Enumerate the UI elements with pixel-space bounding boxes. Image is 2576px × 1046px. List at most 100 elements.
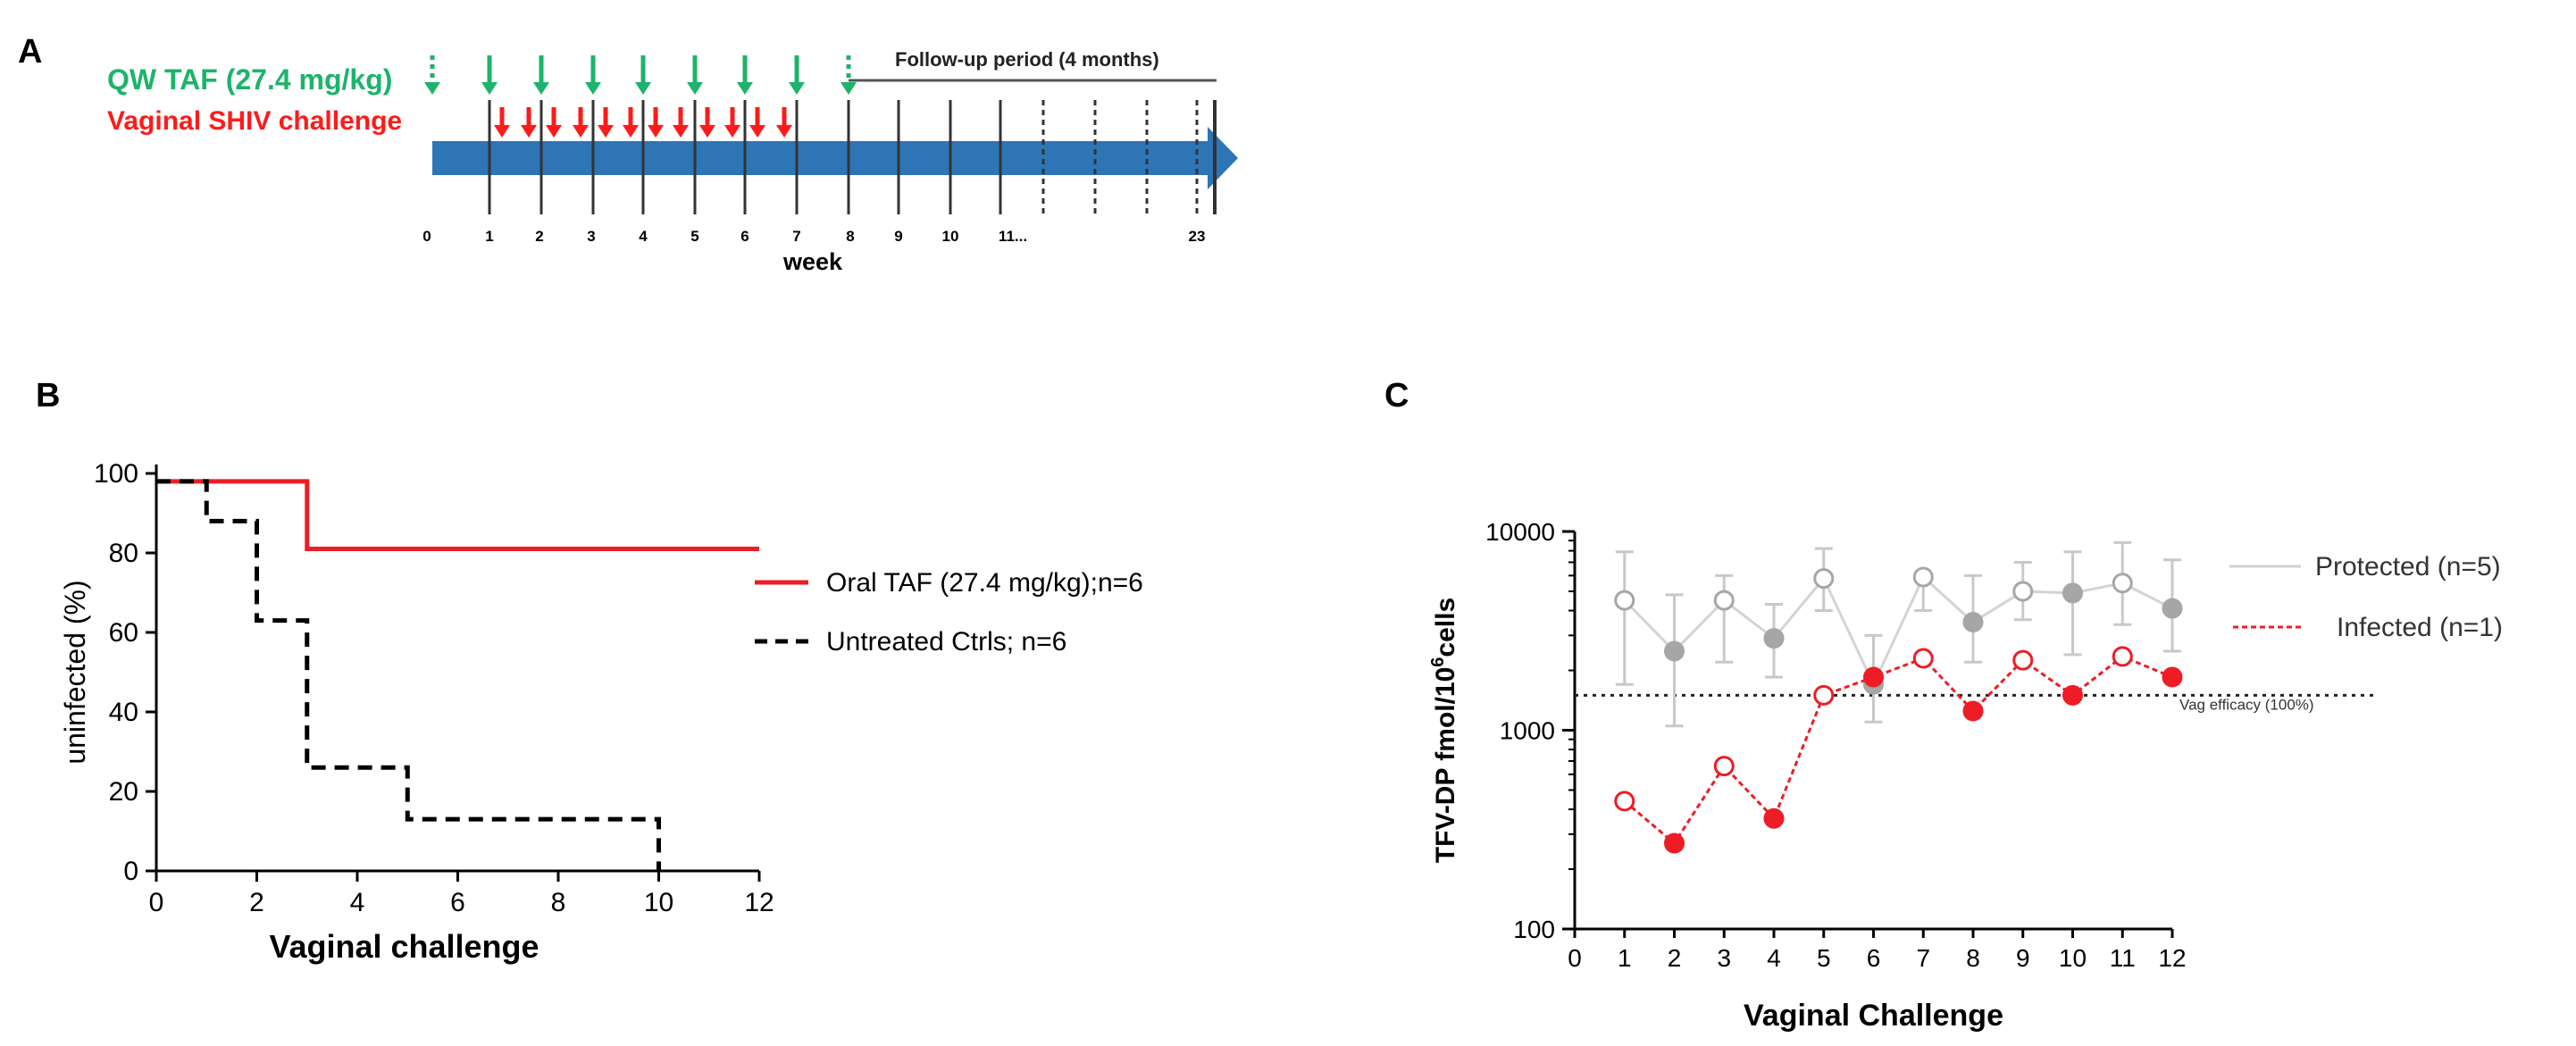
- x-tick-label: 0: [149, 888, 164, 917]
- data-point-infected: [1813, 684, 1835, 706]
- week-tick-label: 5: [690, 228, 698, 245]
- series-line: [156, 479, 661, 871]
- threshold-label: Vag efficacy (100%): [2179, 696, 2314, 713]
- week-tick-label: 8: [846, 228, 854, 245]
- data-point-protected: [1614, 590, 1635, 611]
- timeline-arrowhead: [1208, 127, 1238, 189]
- challenge-arrow-head: [724, 125, 740, 138]
- data-point-infected: [1912, 648, 1934, 669]
- legend-label: Protected (n=5): [2315, 552, 2501, 582]
- dose-arrow-head: [533, 82, 549, 95]
- y-axis-title-main: TFV-DP fmol/10: [1431, 667, 1460, 864]
- y-tick-label: 100: [1513, 916, 1555, 943]
- x-tick-label: 11: [2110, 944, 2136, 972]
- challenge-arrow-head: [648, 125, 664, 138]
- series-line: [156, 479, 759, 552]
- week-tick-label: 6: [740, 228, 749, 245]
- x-tick-label: 10: [644, 888, 673, 917]
- data-point-infected: [2162, 666, 2183, 688]
- x-tick-label: 3: [1717, 944, 1731, 972]
- panel-a: A QW TAF (27.4 mg/kg) Vaginal SHIV chall…: [18, 33, 1238, 275]
- y-tick-label: 20: [109, 777, 138, 807]
- x-tick-label: 5: [1817, 944, 1831, 972]
- challenge-arrow-head: [699, 125, 715, 138]
- dose-arrow-head: [585, 82, 601, 95]
- x-tick-label: 6: [1867, 944, 1881, 972]
- week-tick-label: 4: [639, 228, 648, 245]
- challenge-arrow-head: [623, 125, 639, 138]
- x-tick-label: 9: [2016, 944, 2030, 972]
- survival-chart: 0 2 4 6 8 10 12 0 20 40 60 80 100 Vaginal challenge un…: [59, 459, 1143, 965]
- data-point-infected: [1614, 791, 1635, 812]
- data-point-protected: [1813, 568, 1835, 590]
- challenge-arrow-head: [573, 125, 589, 138]
- challenge-arrow-head: [749, 125, 765, 138]
- dose-arrow-head: [481, 82, 498, 95]
- week-tick-label: 7: [792, 228, 800, 245]
- data-point-protected: [1713, 590, 1735, 611]
- y-tick-label: 0: [123, 857, 138, 886]
- data-point-protected: [1763, 628, 1785, 649]
- y-tick-label: 80: [109, 539, 138, 568]
- x-tick-label: 7: [1916, 944, 1930, 972]
- y-axis-title: TFV-DP fmol/106cells: [1428, 598, 1460, 863]
- data-point-protected: [1962, 611, 1984, 632]
- legend-label: Oral TAF (27.4 mg/kg);n=6: [826, 568, 1143, 598]
- data-point-infected: [1863, 666, 1884, 688]
- dose-arrow-head: [635, 82, 651, 95]
- week-tick-label: 1: [485, 228, 493, 245]
- week-tick-label: 3: [587, 228, 595, 245]
- challenge-label: Vaginal SHIV challenge: [107, 106, 402, 136]
- y-tick-label: 100: [94, 459, 138, 489]
- x-tick-label: 12: [2158, 944, 2186, 972]
- panel-a-letter: A: [18, 33, 42, 71]
- x-tick-label: 8: [1966, 944, 1980, 972]
- y-tick-label: 60: [109, 618, 138, 648]
- series-line-infected: [1623, 655, 2173, 846]
- week-tick-label: 23: [1189, 228, 1206, 245]
- x-tick-label: 2: [249, 888, 264, 917]
- timeline: 0 1 2 3 4 5 6 7 8 9 10 11... 23: [422, 55, 1238, 245]
- dose-arrow-head: [424, 82, 440, 95]
- week-tick-label: 2: [535, 228, 543, 245]
- data-point-infected: [1763, 808, 1785, 829]
- data-point-infected: [1713, 756, 1735, 777]
- data-point-infected: [1664, 833, 1685, 854]
- x-tick-label: 4: [350, 888, 365, 917]
- challenge-arrow-head: [598, 125, 614, 138]
- x-axis-title: Vaginal Challenge: [1744, 999, 2003, 1033]
- dose-label: QW TAF (27.4 mg/kg): [107, 63, 392, 96]
- week-tick-label: 9: [894, 228, 902, 245]
- week-tick-label: 0: [422, 228, 431, 245]
- x-axis-title: Vaginal challenge: [269, 928, 539, 965]
- x-tick-label: 4: [1767, 944, 1781, 972]
- data-point-protected: [2012, 581, 2034, 602]
- challenge-arrow-head: [673, 125, 689, 138]
- week-label: week: [782, 248, 843, 275]
- y-axis-title: uninfected (%): [59, 580, 91, 764]
- challenge-arrow-head: [546, 125, 562, 138]
- panel-b-letter: B: [36, 377, 60, 414]
- legend-label: Infected (n=1): [2337, 613, 2503, 642]
- timeline-bar: [432, 141, 1209, 175]
- data-point-infected: [2012, 649, 2034, 671]
- x-tick-label: 12: [744, 888, 774, 917]
- dose-arrow-head: [687, 82, 703, 95]
- week-tick-label: 11...: [999, 228, 1027, 245]
- x-tick-label: 6: [450, 888, 465, 917]
- y-tick-label: 1000: [1500, 717, 1555, 745]
- y-tick-label: 40: [109, 698, 138, 727]
- panel-b: B 0 2 4 6 8 10 12 0 20 40 60 80 100 Vaginal challenge…: [36, 377, 1143, 965]
- data-point-protected: [2112, 573, 2133, 594]
- week-tick-label: 10: [942, 228, 959, 245]
- x-tick-label: 10: [2059, 944, 2087, 972]
- x-tick-label: 2: [1668, 944, 1682, 972]
- data-point-protected: [2062, 582, 2083, 604]
- data-point-infected: [2062, 684, 2083, 706]
- challenge-arrow-head: [776, 125, 792, 138]
- challenge-arrow-head: [494, 125, 510, 138]
- legend-label: Untreated Ctrls; n=6: [826, 627, 1066, 657]
